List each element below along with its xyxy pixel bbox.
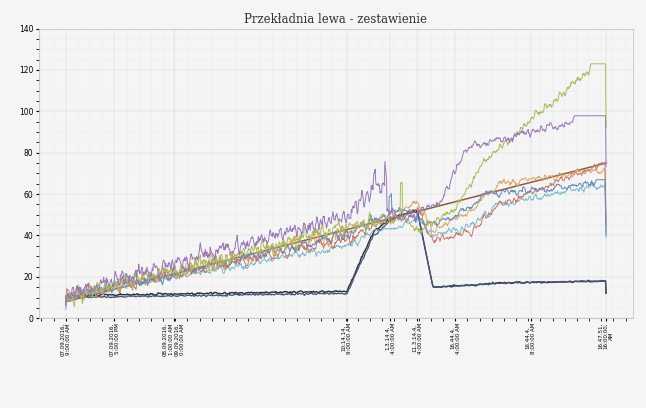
Title: Przekładnia lewa - zestawienie: Przekładnia lewa - zestawienie xyxy=(244,13,428,26)
